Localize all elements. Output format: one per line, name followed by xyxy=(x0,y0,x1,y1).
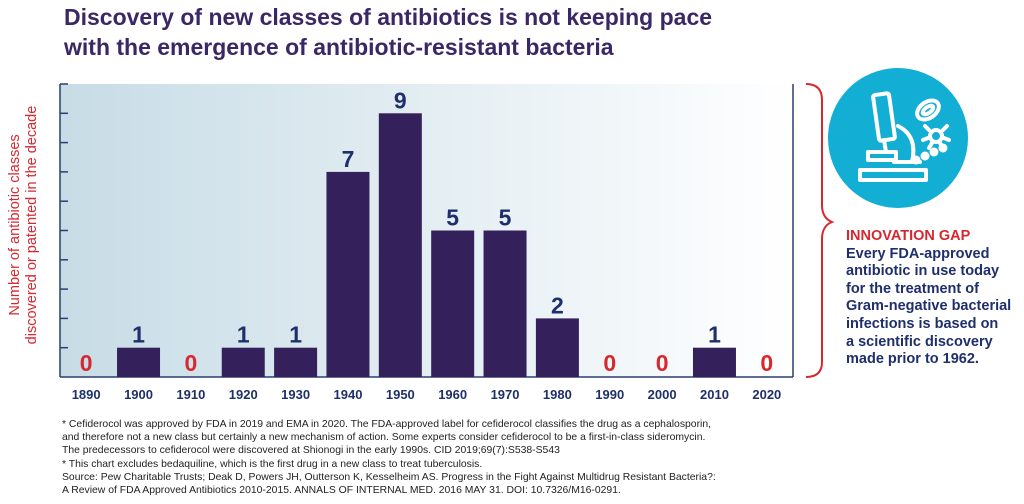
bar-value-label: 1 xyxy=(237,322,250,348)
innovation-gap-brace xyxy=(805,83,835,378)
footnote-line: The predecessors to cefiderocol were dis… xyxy=(62,445,560,457)
innovation-gap-callout: INNOVATION GAP Every FDA-approved antibi… xyxy=(846,228,1024,369)
x-tick-label: 1980 xyxy=(543,387,572,402)
bar-value-label-zero: 0 xyxy=(184,350,197,376)
innovation-gap-text: Every FDA-approved xyxy=(846,245,990,262)
x-tick-label: 1950 xyxy=(386,387,415,402)
bar-value-label: 5 xyxy=(446,205,459,231)
innovation-gap-text: Gram-negative bacterial xyxy=(846,298,1012,315)
bar-value-label-zero: 0 xyxy=(80,350,93,376)
x-tick-label: 1970 xyxy=(491,387,520,402)
bar-value-label: 2 xyxy=(551,292,564,318)
x-tick-label: 1990 xyxy=(595,387,624,402)
footnote-line: Source: Pew Charitable Trusts; Deak D, P… xyxy=(62,471,716,483)
bar-1950 xyxy=(378,113,422,378)
footnotes: * Cefiderocol was approved by FDA in 201… xyxy=(62,418,992,497)
bar-value-label-zero: 0 xyxy=(603,350,616,376)
x-tick-label: 1890 xyxy=(72,387,101,402)
bar-labels: 0 1 0 1 1 7 9 5 5 2 0 0 1 0 xyxy=(80,87,773,376)
chart-title-line: Discovery of new classes of antibiotics … xyxy=(64,4,713,30)
bar-value-label: 1 xyxy=(132,322,145,348)
bar-2010 xyxy=(692,347,736,377)
x-tick-label: 1910 xyxy=(176,387,205,402)
innovation-gap-text: for the treatment of xyxy=(846,280,979,297)
chart-title: Discovery of new classes of antibiotics … xyxy=(64,2,824,62)
x-tick-labels: 1890 1900 1910 1920 1930 1940 1950 1960 1970 1980… xyxy=(72,387,782,402)
footnote-line: A Review of FDA Approved Antibiotics 201… xyxy=(62,485,621,497)
innovation-gap-text: made prior to 1962. xyxy=(846,351,979,368)
microscope-bacteria-icon xyxy=(828,68,968,213)
x-tick-label: 2020 xyxy=(752,387,781,402)
footnote-line: and therefore not a new class but certai… xyxy=(62,432,706,444)
y-axis xyxy=(59,83,794,378)
bar-value-label: 1 xyxy=(289,322,302,348)
innovation-gap-text: infections is based on xyxy=(846,315,999,332)
x-tick-label: 1940 xyxy=(334,387,363,402)
footnote-line: * Cefiderocol was approved by FDA in 201… xyxy=(62,419,712,430)
bar-1920 xyxy=(221,347,265,377)
bar-1940 xyxy=(326,171,370,377)
x-tick-label: 2000 xyxy=(648,387,677,402)
bar-1970 xyxy=(483,230,527,377)
bar-1900 xyxy=(117,347,161,377)
bar-1960 xyxy=(431,230,475,377)
bar-value-label: 7 xyxy=(342,146,355,172)
bar-value-label-zero: 0 xyxy=(760,350,773,376)
innovation-gap-text: a scientific discovery xyxy=(846,333,993,350)
x-tick-label: 1930 xyxy=(281,387,310,402)
x-tick-label: 2010 xyxy=(700,387,729,402)
chart-title-line: with the emergence of antibiotic-resista… xyxy=(64,34,614,60)
bar-value-label: 9 xyxy=(394,87,407,113)
bar-value-label: 1 xyxy=(708,322,721,348)
x-tick-label: 1920 xyxy=(229,387,258,402)
bar-value-label-zero: 0 xyxy=(656,350,669,376)
bars xyxy=(117,113,736,378)
plot-background xyxy=(60,84,793,377)
innovation-gap-text: antibiotic in use today xyxy=(846,263,1000,280)
innovation-gap-title: INNOVATION GAP xyxy=(846,228,971,244)
footnote-line: * This chart excludes bedaquiline, which… xyxy=(62,458,483,470)
x-tick-label: 1900 xyxy=(124,387,153,402)
bar-1980 xyxy=(535,318,579,377)
x-tick-label: 1960 xyxy=(438,387,467,402)
bar-1930 xyxy=(274,347,318,377)
bar-value-label: 5 xyxy=(499,205,512,231)
